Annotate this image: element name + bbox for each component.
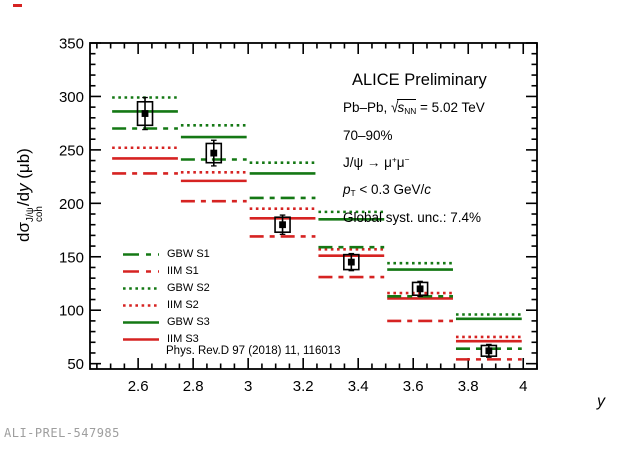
legend-sample-gbw-s3 [123, 320, 159, 324]
legend-row-iim-s1: IIM S1 [122, 262, 210, 279]
global-syst-label: Global syst. unc.: 7.4% [343, 210, 482, 225]
legend-sample-gbw-s1 [123, 252, 159, 256]
alice-preliminary-label: ALICE Preliminary [352, 71, 487, 89]
sqrt-symbol: √ [391, 98, 399, 117]
figure-id-watermark: ALI-PREL-547985 [4, 426, 120, 440]
y-axis-title: dσ J/ψ coh/dy (μb) [14, 0, 45, 242]
centrality-label: 70–90% [343, 128, 393, 143]
y-title-dy: /d [14, 191, 33, 207]
y-tick-label: 100 [59, 303, 84, 320]
y-title-var: y [14, 183, 33, 192]
legend-sample-gbw-s2 [123, 286, 159, 290]
legend-sample-iim-s2 [123, 303, 159, 307]
y-title-supsub: J/ψ coh [25, 206, 46, 223]
legend-label-iim-s3: IIM S3 [167, 332, 199, 345]
x-tick-label: 2.8 [183, 378, 204, 395]
x-tick-label: 3.2 [293, 378, 314, 395]
x-tick-label: 3 [244, 378, 252, 395]
y-title-units: (μb) [14, 148, 33, 184]
y-tick-label: 50 [67, 356, 84, 373]
axis-ticks [90, 42, 538, 369]
y-title-sub: coh [34, 206, 46, 223]
legend-label-gbw-s3: GBW S3 [167, 315, 210, 328]
system-prefix: Pb–Pb, [343, 100, 392, 115]
y-tick-label: 350 [59, 36, 84, 53]
legend-row-iim-s3: IIM S3 [122, 330, 210, 347]
data-point [205, 139, 223, 167]
data-point [274, 214, 291, 235]
y-tick-label: 300 [59, 89, 84, 106]
y-title-d: d [14, 232, 33, 242]
legend-label-gbw-s2: GBW S2 [167, 281, 210, 294]
data-point [343, 252, 360, 272]
data-point [480, 343, 498, 358]
series-iim-s3 [112, 157, 522, 343]
x-tick-label: 3.4 [348, 378, 369, 395]
legend-row-gbw-s2: GBW S2 [122, 279, 210, 296]
plot-frame [89, 42, 538, 370]
decay-channel-label: J/ψ → μ+μ− [343, 154, 410, 170]
data-points [136, 96, 498, 358]
reference-citation: Phys. Rev.D 97 (2018) 11, 116013 [166, 345, 341, 357]
legend-row-iim-s2: IIM S2 [122, 296, 210, 313]
x-axis-title: y [597, 393, 605, 410]
pt-cut-label: pT < 0.3 GeV/c [343, 182, 432, 199]
legend-sample-iim-s3 [123, 337, 159, 341]
legend-row-gbw-s1: GBW S1 [122, 245, 210, 262]
legend-row-gbw-s3: GBW S3 [122, 313, 210, 330]
data-point [136, 96, 154, 131]
snn-symbol: sNN [397, 99, 417, 117]
y-tick-label: 250 [59, 142, 84, 159]
collision-system-label: Pb–Pb, √sNN = 5.02 TeV [343, 98, 485, 117]
x-tick-label: 2.6 [128, 378, 149, 395]
energy-value: = 5.02 TeV [416, 100, 485, 115]
legend-label-iim-s2: IIM S2 [167, 298, 199, 311]
sigma-symbol: σ [14, 222, 33, 233]
data-point [411, 280, 429, 297]
x-tick-label: 3.8 [458, 378, 479, 395]
x-tick-label: 4 [519, 378, 527, 395]
x-tick-label: 3.6 [403, 378, 424, 395]
series-iim-s1 [112, 172, 522, 361]
legend-label-gbw-s1: GBW S1 [167, 247, 210, 260]
legend-label-iim-s1: IIM S1 [167, 264, 199, 277]
y-tick-label: 150 [59, 249, 84, 266]
legend: GBW S1 IIM S1 GBW S2 IIM S2 GBW S3 IIM S… [122, 245, 210, 347]
legend-sample-iim-s1 [123, 269, 159, 273]
stray-red-dash [13, 4, 22, 7]
y-tick-label: 200 [59, 196, 84, 213]
